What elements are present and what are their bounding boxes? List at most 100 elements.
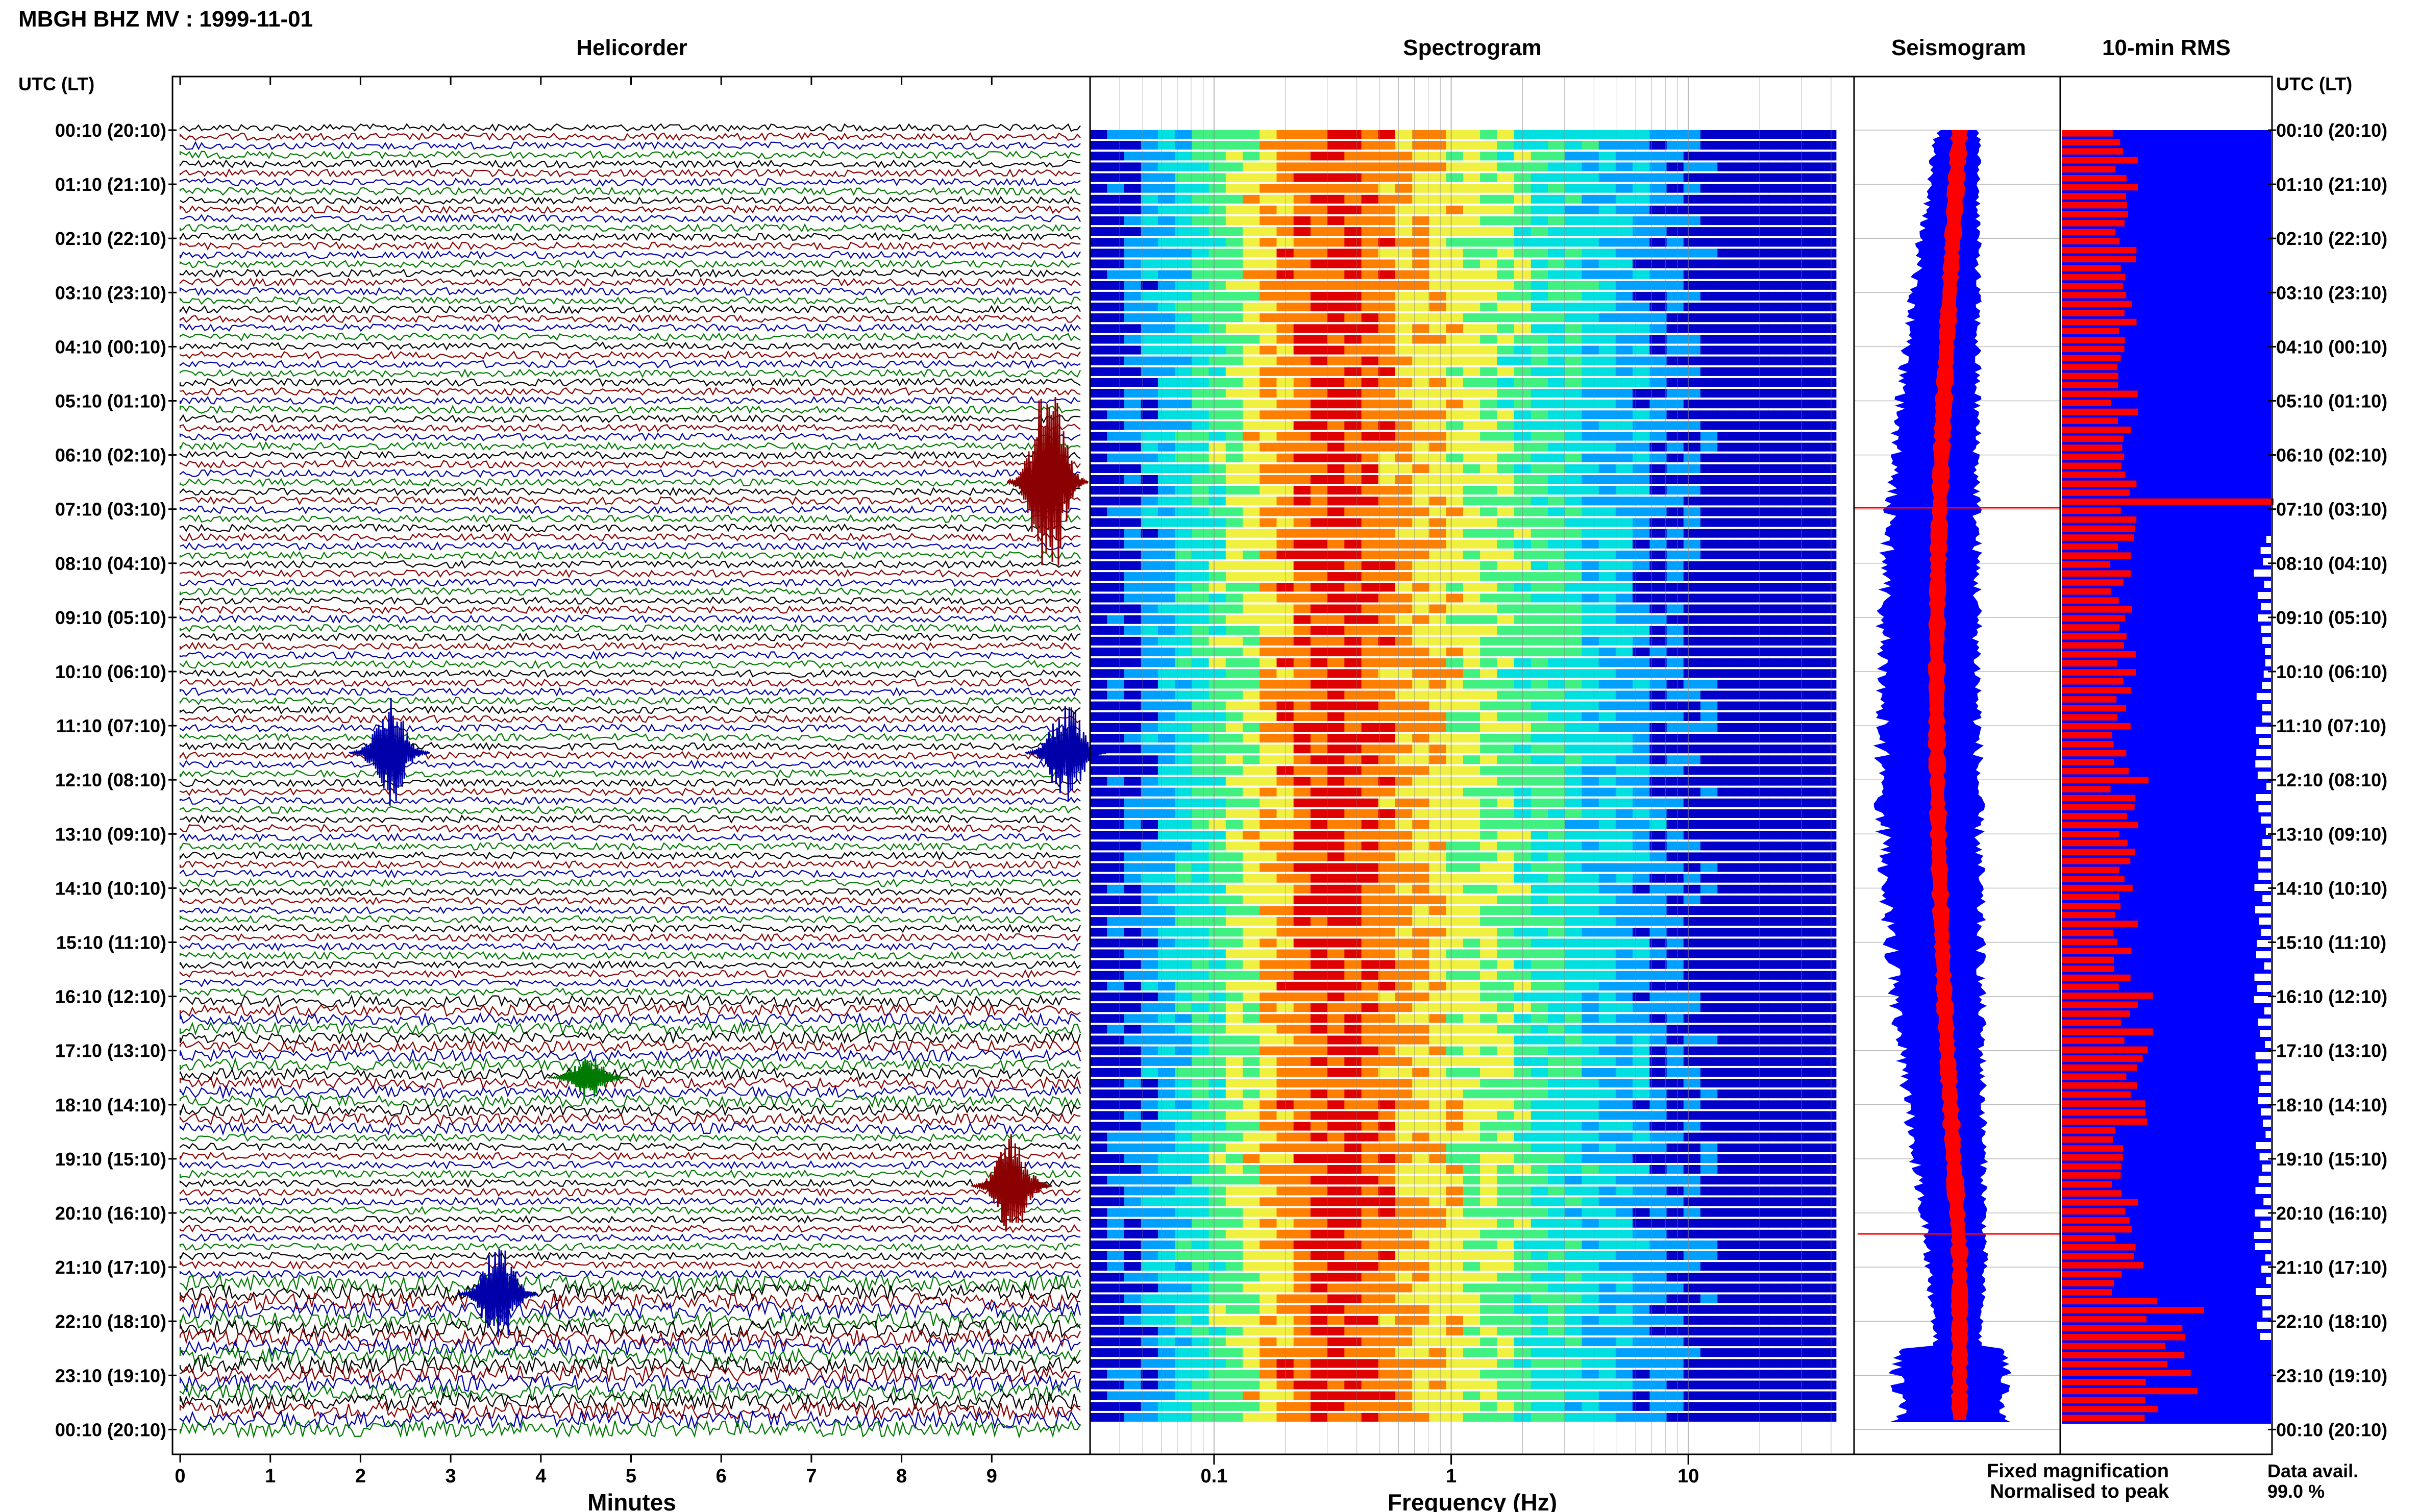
spectrogram-cell bbox=[1548, 303, 1565, 312]
spectrogram-cell bbox=[1446, 152, 1464, 161]
spectrogram-cell bbox=[1683, 960, 1701, 969]
spectrogram-cell bbox=[1225, 1251, 1243, 1260]
spectrogram-cell bbox=[1565, 712, 1582, 721]
spectrogram-cell bbox=[1344, 1294, 1362, 1303]
spectrogram-cell bbox=[1260, 1035, 1277, 1045]
spectrogram-cell bbox=[1446, 755, 1464, 764]
spectrogram-cell bbox=[1768, 745, 1786, 754]
spectrogram-cell bbox=[1785, 270, 1803, 279]
spectrogram-cell bbox=[1615, 863, 1633, 872]
spectrogram-cell bbox=[1615, 928, 1633, 937]
spectrogram-cell bbox=[1260, 766, 1277, 775]
helicorder-trace bbox=[179, 1300, 1081, 1321]
spectrogram-cell bbox=[1243, 507, 1260, 516]
spectrogram-cell bbox=[1531, 572, 1548, 581]
spectrogram-cell bbox=[1802, 291, 1820, 301]
spectrogram-cell bbox=[1615, 130, 1633, 139]
spectrogram-cell bbox=[1598, 518, 1616, 527]
spectrogram-cell bbox=[1548, 141, 1565, 150]
spectrogram-cell bbox=[1429, 539, 1447, 549]
spectrogram-cell bbox=[1107, 1294, 1124, 1303]
spectrogram-cell bbox=[1649, 745, 1667, 754]
spectrogram-cell bbox=[1310, 841, 1328, 851]
spectrogram-cell bbox=[1090, 863, 1107, 872]
spectrogram-cell bbox=[1157, 960, 1175, 969]
spectrogram-cell bbox=[1565, 507, 1582, 516]
spectrogram-cell bbox=[1141, 421, 1158, 430]
spectrogram-cell bbox=[1327, 1079, 1345, 1088]
spectrogram-cell bbox=[1157, 184, 1175, 193]
spectrogram-cell bbox=[1480, 529, 1497, 538]
spectrogram-cell bbox=[1225, 1176, 1243, 1185]
spectrogram-cell bbox=[1327, 518, 1345, 527]
spectrogram-cell bbox=[1361, 1057, 1379, 1066]
spectrogram-cell bbox=[1446, 852, 1464, 861]
spectrogram-cell bbox=[1615, 281, 1633, 290]
spectrogram-cell bbox=[1446, 453, 1464, 462]
spectrogram-cell bbox=[1175, 345, 1192, 355]
spectrogram-cell bbox=[1412, 389, 1429, 398]
spectrogram-cell bbox=[1208, 238, 1226, 247]
spectrogram-cell bbox=[1327, 345, 1345, 355]
spectrogram-cell bbox=[1802, 1305, 1820, 1314]
helicorder-trace bbox=[179, 1391, 1081, 1411]
spectrogram-cell bbox=[1649, 993, 1667, 1002]
spectrogram-cell bbox=[1429, 863, 1447, 872]
spectrogram-cell bbox=[1446, 1100, 1464, 1109]
spectrogram-cell bbox=[1412, 593, 1429, 603]
spectrogram-cell bbox=[1582, 184, 1599, 193]
spectrogram-cell bbox=[1157, 518, 1175, 527]
spectrogram-cell bbox=[1243, 648, 1260, 657]
spectrogram-cell bbox=[1361, 971, 1379, 980]
spectrogram-cell bbox=[1429, 755, 1447, 764]
spectrogram-cell bbox=[1768, 141, 1786, 150]
spectrogram-cell bbox=[1429, 938, 1447, 948]
spectrogram-cell bbox=[1344, 755, 1362, 764]
spectrogram-cell bbox=[1344, 884, 1362, 894]
spectrogram-cell bbox=[1208, 291, 1226, 301]
spectrogram-cell bbox=[1666, 1035, 1684, 1045]
spectrogram-cell bbox=[1717, 615, 1735, 624]
spectrogram-cell bbox=[1243, 184, 1260, 193]
spectrogram-cell bbox=[1260, 1176, 1277, 1185]
spectrogram-cell bbox=[1582, 981, 1599, 990]
spectrogram-cell bbox=[1310, 270, 1328, 279]
spectrogram-cell bbox=[1802, 971, 1820, 980]
spectrogram-cell bbox=[1243, 1014, 1260, 1023]
spectrogram-cell bbox=[1243, 971, 1260, 980]
spectrogram-cell bbox=[1225, 249, 1243, 258]
spectrogram-cell bbox=[1768, 820, 1786, 829]
spectrogram-cell bbox=[1615, 1165, 1633, 1174]
spectrogram-cell bbox=[1344, 162, 1362, 171]
spectrogram-cell bbox=[1446, 583, 1464, 592]
spectrogram-cell bbox=[1548, 313, 1565, 323]
spectrogram-cell bbox=[1565, 281, 1582, 290]
spectrogram-cell bbox=[1802, 1079, 1820, 1088]
spectrogram-cell bbox=[1633, 680, 1650, 689]
spectrogram-cell bbox=[1395, 1068, 1413, 1077]
spectrogram-cell bbox=[1615, 367, 1633, 376]
spectrogram-cell bbox=[1565, 981, 1582, 990]
spectrogram-cell bbox=[1649, 345, 1667, 355]
spectrogram-cell bbox=[1225, 917, 1243, 926]
spectrogram-cell bbox=[1700, 798, 1718, 807]
spectrogram-cell bbox=[1225, 615, 1243, 624]
spectrogram-cell bbox=[1361, 249, 1379, 258]
spectrogram-cell bbox=[1802, 1014, 1820, 1023]
spectrogram-cell bbox=[1548, 852, 1565, 861]
spectrogram-cell bbox=[1175, 626, 1192, 635]
spectrogram-cell bbox=[1107, 863, 1124, 872]
spectrogram-cell bbox=[1412, 259, 1429, 268]
spectrogram-cell bbox=[1124, 777, 1142, 786]
spectrogram-cell bbox=[1429, 734, 1447, 743]
spectrogram-cell bbox=[1225, 1305, 1243, 1314]
spectrogram-cell bbox=[1141, 1014, 1158, 1023]
spectrogram-cell bbox=[1361, 1165, 1379, 1174]
spectrogram-cell bbox=[1446, 1122, 1464, 1131]
spectrogram-cell bbox=[1395, 453, 1413, 462]
spectrogram-cell bbox=[1293, 852, 1311, 861]
spectrogram-cell bbox=[1090, 712, 1107, 721]
spectrogram-cell bbox=[1310, 895, 1328, 904]
spectrogram-cell bbox=[1734, 981, 1752, 990]
spectrogram-cell bbox=[1649, 669, 1667, 678]
